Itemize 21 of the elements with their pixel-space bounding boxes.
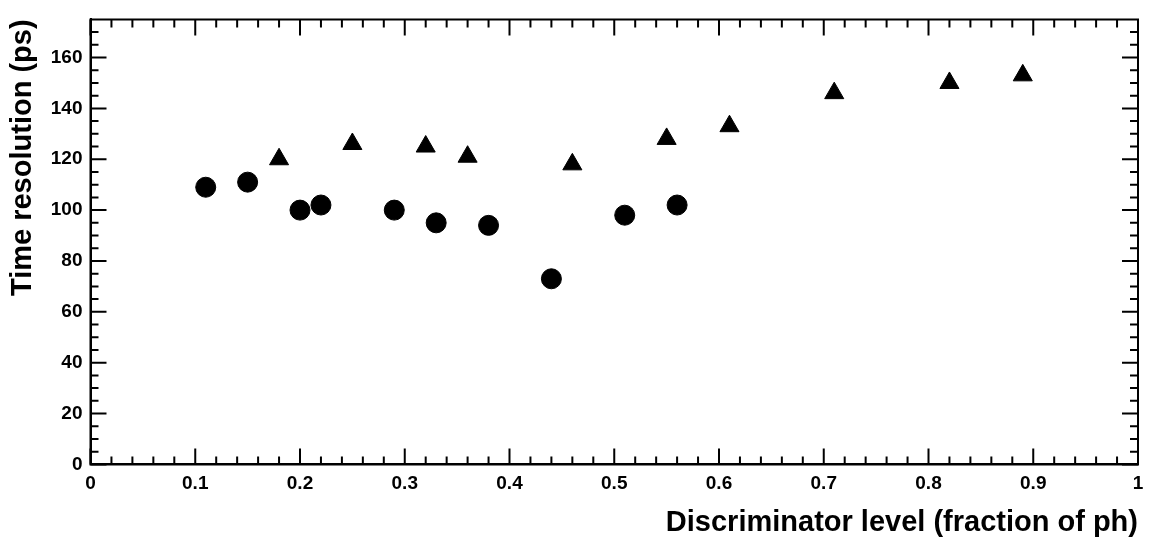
y-tick-label: 20 <box>61 401 83 423</box>
x-tick-label: 1 <box>1132 472 1144 494</box>
y-tick-label: 0 <box>71 452 83 474</box>
y-tick-label: 60 <box>61 300 83 322</box>
x-tick-label: 0.8 <box>915 472 942 494</box>
y-tick-label: 160 <box>50 45 83 67</box>
x-tick-label: 0.6 <box>705 472 733 494</box>
x-tick-label: 0.3 <box>391 472 418 494</box>
x-tick-label: 0.2 <box>286 472 314 494</box>
y-tick-label: 120 <box>50 147 83 169</box>
x-tick-label: 0.5 <box>601 472 628 494</box>
x-tick-label: 0.9 <box>1020 472 1047 494</box>
y-axis-title: Time resolution (ps) <box>5 19 38 297</box>
y-tick-label: 100 <box>50 198 83 220</box>
x-tick-label: 0.1 <box>182 472 209 494</box>
y-tick-label: 40 <box>61 350 83 372</box>
y-tick-label: 140 <box>50 96 83 118</box>
x-axis-title: Discriminator level (fraction of ph) <box>665 504 1138 537</box>
x-tick-label: 0.7 <box>810 472 837 494</box>
x-tick-label: 0.4 <box>496 472 524 494</box>
y-tick-label: 80 <box>61 249 83 271</box>
